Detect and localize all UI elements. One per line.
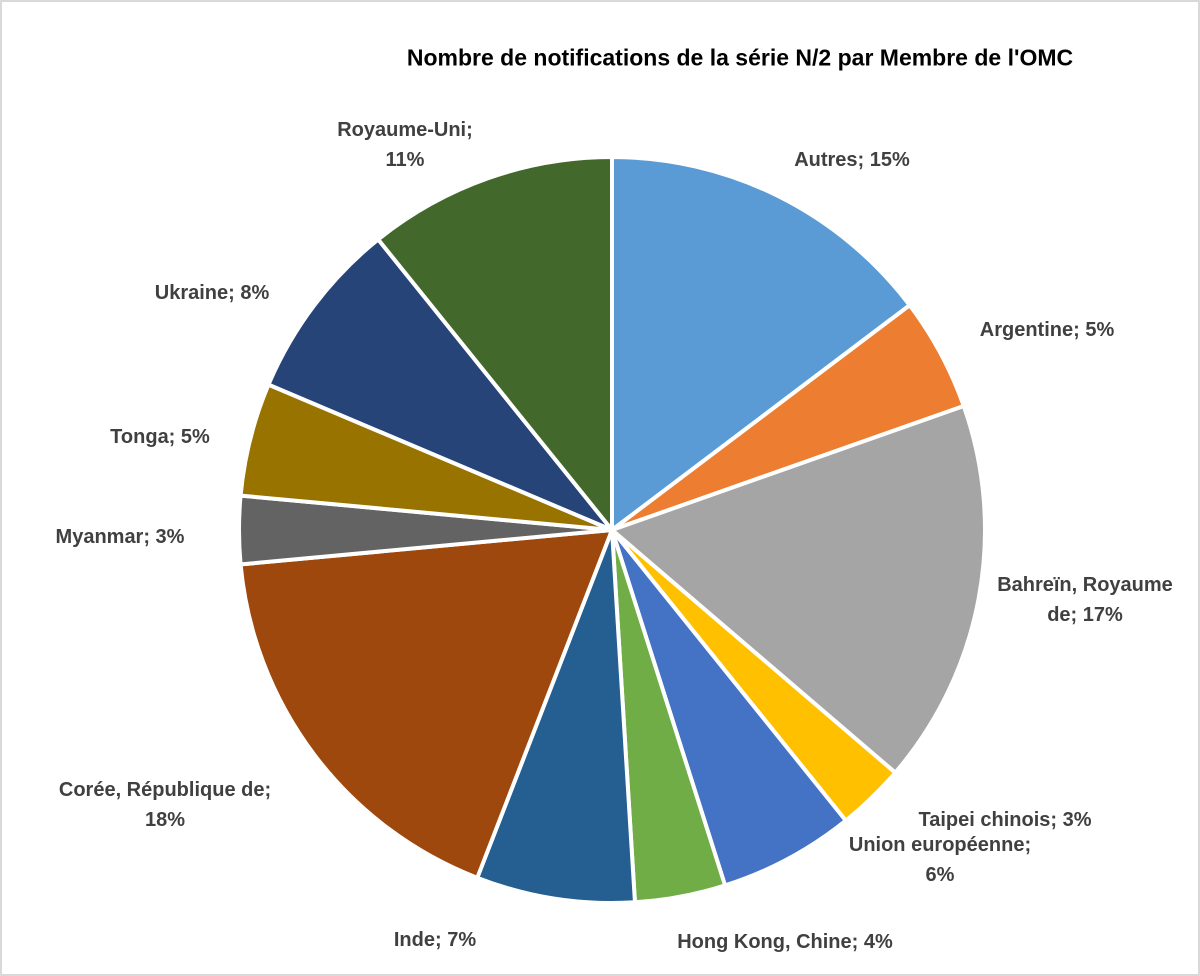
pie-slice: Inde — [475, 528, 637, 905]
pie-slice: Ukraine — [266, 237, 614, 532]
pie-slice: Bahreïn, Royaume de — [610, 404, 987, 775]
pie-slice: Autres — [610, 155, 912, 532]
data-label: Ukraine; 8% — [154, 282, 270, 304]
data-label: Taipei chinois; 3% — [918, 809, 1092, 831]
chart-title: Nombre de notifications de la série N/2 … — [406, 44, 1074, 71]
data-label: Inde; 7% — [393, 929, 477, 951]
pie-slice: Corée, République de — [238, 528, 614, 880]
pie-slice: Union européenne — [610, 528, 848, 888]
pie-slice: Royaume-Uni — [376, 155, 614, 532]
data-label: Autres; 15% — [794, 149, 910, 171]
data-label: Argentine; 5% — [979, 319, 1115, 341]
data-label: Hong Kong, Chine; 4% — [677, 931, 893, 953]
data-label: Myanmar; 3% — [55, 526, 185, 548]
data-label: Royaume-Uni; 11% — [337, 119, 473, 171]
data-label: Bahreïn, Royaume de; 17% — [997, 574, 1173, 626]
data-label: Tonga; 5% — [110, 426, 210, 448]
data-label: Corée, République de; 18% — [58, 779, 272, 831]
data-label: Union européenne; 6% — [848, 834, 1032, 886]
